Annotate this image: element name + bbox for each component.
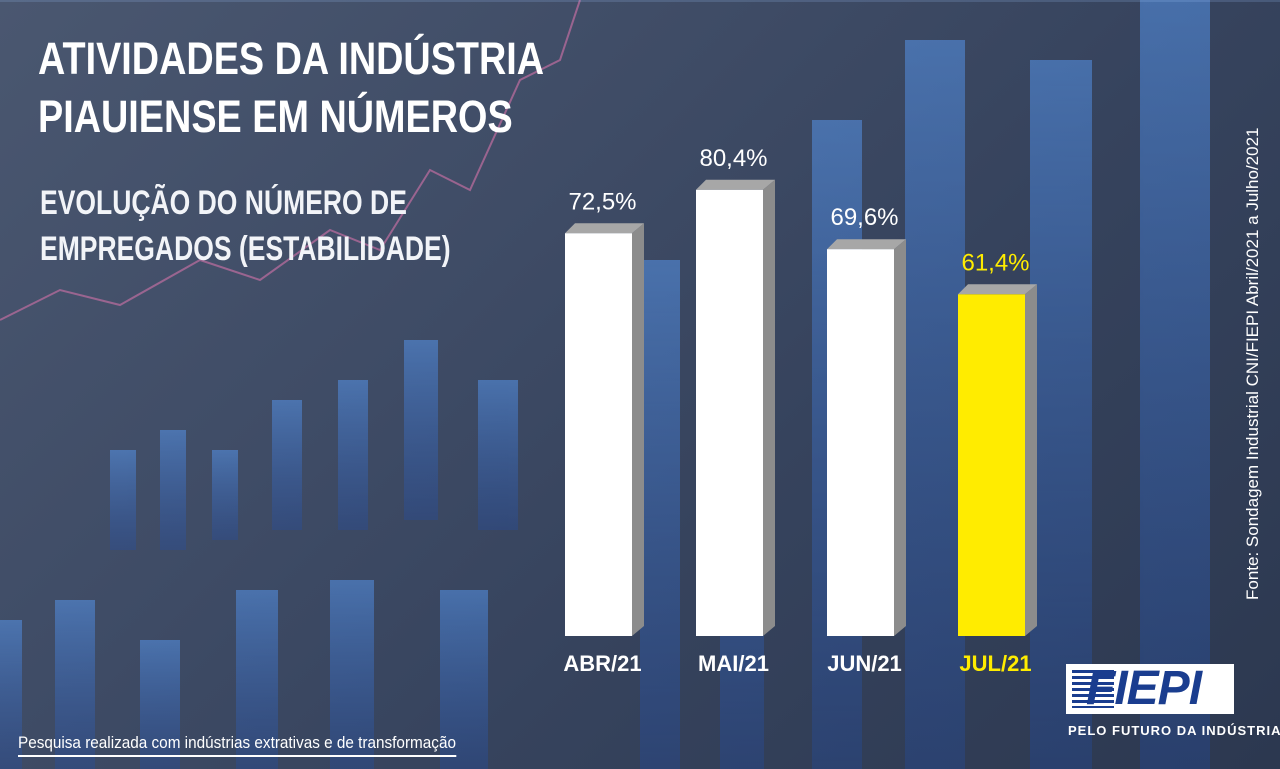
bar-side [763, 179, 775, 637]
bar [827, 249, 894, 636]
title-line-2: PIAUIENSE EM NÚMEROS [38, 91, 513, 142]
bar-group: 61,4% JUL/21 [958, 249, 1037, 676]
category-label: JUN/21 [827, 651, 902, 676]
bar-group: 72,5% ABR/21 [563, 188, 644, 676]
bar [958, 294, 1025, 636]
footnote: Pesquisa realizada com indústrias extrat… [18, 733, 456, 757]
logo-stripes [1072, 670, 1114, 708]
value-label: 61,4% [961, 249, 1029, 276]
category-label: MAI/21 [698, 651, 769, 676]
category-label: JUL/21 [959, 651, 1031, 676]
page-title: ATIVIDADES DA INDÚSTRIA PIAUIENSE EM NÚM… [38, 30, 544, 146]
bar-top [958, 284, 1037, 295]
bar-side [894, 239, 906, 636]
bar-top [827, 239, 906, 250]
logo-tagline: PELO FUTURO DA INDÚSTRIA [1068, 723, 1280, 738]
bar [696, 189, 763, 637]
subtitle-line-1: EVOLUÇÃO DO NÚMERO DE [40, 184, 407, 222]
value-label: 80,4% [699, 145, 767, 172]
source-note: Fonte: Sondagem Industrial CNI/FIEPI Abr… [1243, 127, 1262, 601]
subtitle-line-2: EMPREGADOS (ESTABILIDADE) [40, 230, 451, 268]
bar-group: 80,4% MAI/21 [696, 145, 775, 676]
category-label: ABR/21 [563, 651, 641, 676]
bar [565, 233, 632, 636]
bar-group: 69,6% JUN/21 [827, 204, 906, 676]
page-subtitle: EVOLUÇÃO DO NÚMERO DE EMPREGADOS (ESTABI… [40, 180, 451, 272]
title-line-1: ATIVIDADES DA INDÚSTRIA [38, 33, 545, 84]
bar-side [632, 223, 644, 636]
bar-top [565, 223, 644, 234]
value-label: 69,6% [830, 204, 898, 231]
bar-side [1025, 284, 1037, 636]
value-label: 72,5% [568, 188, 636, 215]
bar-top [696, 179, 775, 190]
fiepi-logo: FIEPI [1066, 664, 1234, 714]
logo-wordmark: FIEPI [1086, 662, 1202, 715]
